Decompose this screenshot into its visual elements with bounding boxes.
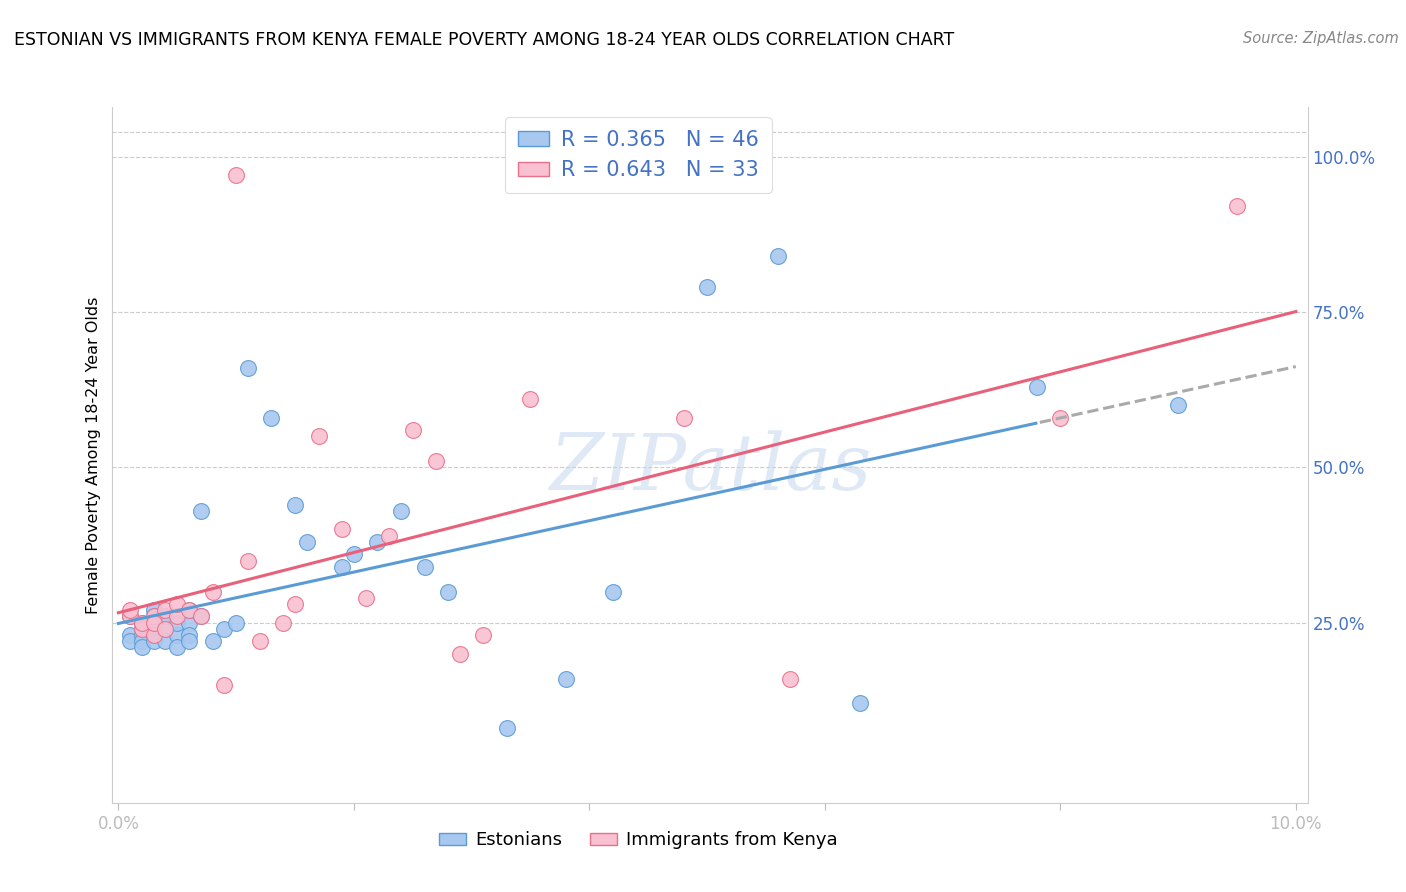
Point <box>177 603 200 617</box>
Point <box>849 697 872 711</box>
Point <box>201 584 224 599</box>
Point <box>602 584 624 599</box>
Point <box>1167 398 1189 412</box>
Point <box>1025 379 1047 393</box>
Point <box>236 553 259 567</box>
Point <box>155 603 177 617</box>
Point <box>142 609 165 624</box>
Point <box>131 640 153 655</box>
Point <box>472 628 495 642</box>
Point <box>166 615 188 630</box>
Point <box>496 721 519 735</box>
Point <box>155 634 177 648</box>
Point <box>131 615 153 630</box>
Point <box>120 609 142 624</box>
Point <box>142 628 165 642</box>
Point <box>236 360 259 375</box>
Point <box>190 504 212 518</box>
Point <box>142 615 165 630</box>
Point <box>766 249 789 263</box>
Point <box>413 559 436 574</box>
Point <box>131 628 153 642</box>
Point <box>142 609 165 624</box>
Point <box>131 622 153 636</box>
Point <box>779 672 801 686</box>
Point <box>366 534 388 549</box>
Point <box>1049 410 1071 425</box>
Point <box>284 498 307 512</box>
Point <box>142 615 165 630</box>
Point <box>177 615 200 630</box>
Point <box>190 609 212 624</box>
Point <box>166 628 188 642</box>
Point <box>402 423 425 437</box>
Point <box>155 622 177 636</box>
Point <box>166 640 188 655</box>
Point <box>131 634 153 648</box>
Point <box>120 628 142 642</box>
Point <box>284 597 307 611</box>
Point <box>519 392 541 406</box>
Point <box>425 454 447 468</box>
Point <box>249 634 271 648</box>
Point <box>177 628 200 642</box>
Point <box>1226 199 1249 213</box>
Point <box>131 622 153 636</box>
Point <box>155 622 177 636</box>
Point <box>354 591 377 605</box>
Point <box>295 534 318 549</box>
Text: Source: ZipAtlas.com: Source: ZipAtlas.com <box>1243 31 1399 46</box>
Point <box>696 280 718 294</box>
Text: ESTONIAN VS IMMIGRANTS FROM KENYA FEMALE POVERTY AMONG 18-24 YEAR OLDS CORRELATI: ESTONIAN VS IMMIGRANTS FROM KENYA FEMALE… <box>14 31 955 49</box>
Point <box>120 634 142 648</box>
Point <box>330 523 353 537</box>
Point <box>260 410 283 425</box>
Point <box>343 547 366 561</box>
Point <box>225 169 247 183</box>
Point <box>378 529 401 543</box>
Point <box>225 615 247 630</box>
Point <box>389 504 412 518</box>
Point <box>214 622 236 636</box>
Y-axis label: Female Poverty Among 18-24 Year Olds: Female Poverty Among 18-24 Year Olds <box>86 296 101 614</box>
Point <box>177 603 200 617</box>
Point <box>155 609 177 624</box>
Point <box>190 609 212 624</box>
Point <box>142 603 165 617</box>
Point <box>120 609 142 624</box>
Point <box>142 634 165 648</box>
Point <box>131 615 153 630</box>
Point <box>330 559 353 574</box>
Point <box>308 429 330 443</box>
Point <box>271 615 294 630</box>
Point <box>120 603 142 617</box>
Point <box>672 410 695 425</box>
Point <box>437 584 460 599</box>
Text: ZIPatlas: ZIPatlas <box>548 431 872 507</box>
Point <box>201 634 224 648</box>
Point <box>214 678 236 692</box>
Point <box>142 628 165 642</box>
Legend: Estonians, Immigrants from Kenya: Estonians, Immigrants from Kenya <box>432 824 845 856</box>
Point <box>177 634 200 648</box>
Point <box>449 647 471 661</box>
Point <box>554 672 576 686</box>
Point <box>166 609 188 624</box>
Point <box>166 597 188 611</box>
